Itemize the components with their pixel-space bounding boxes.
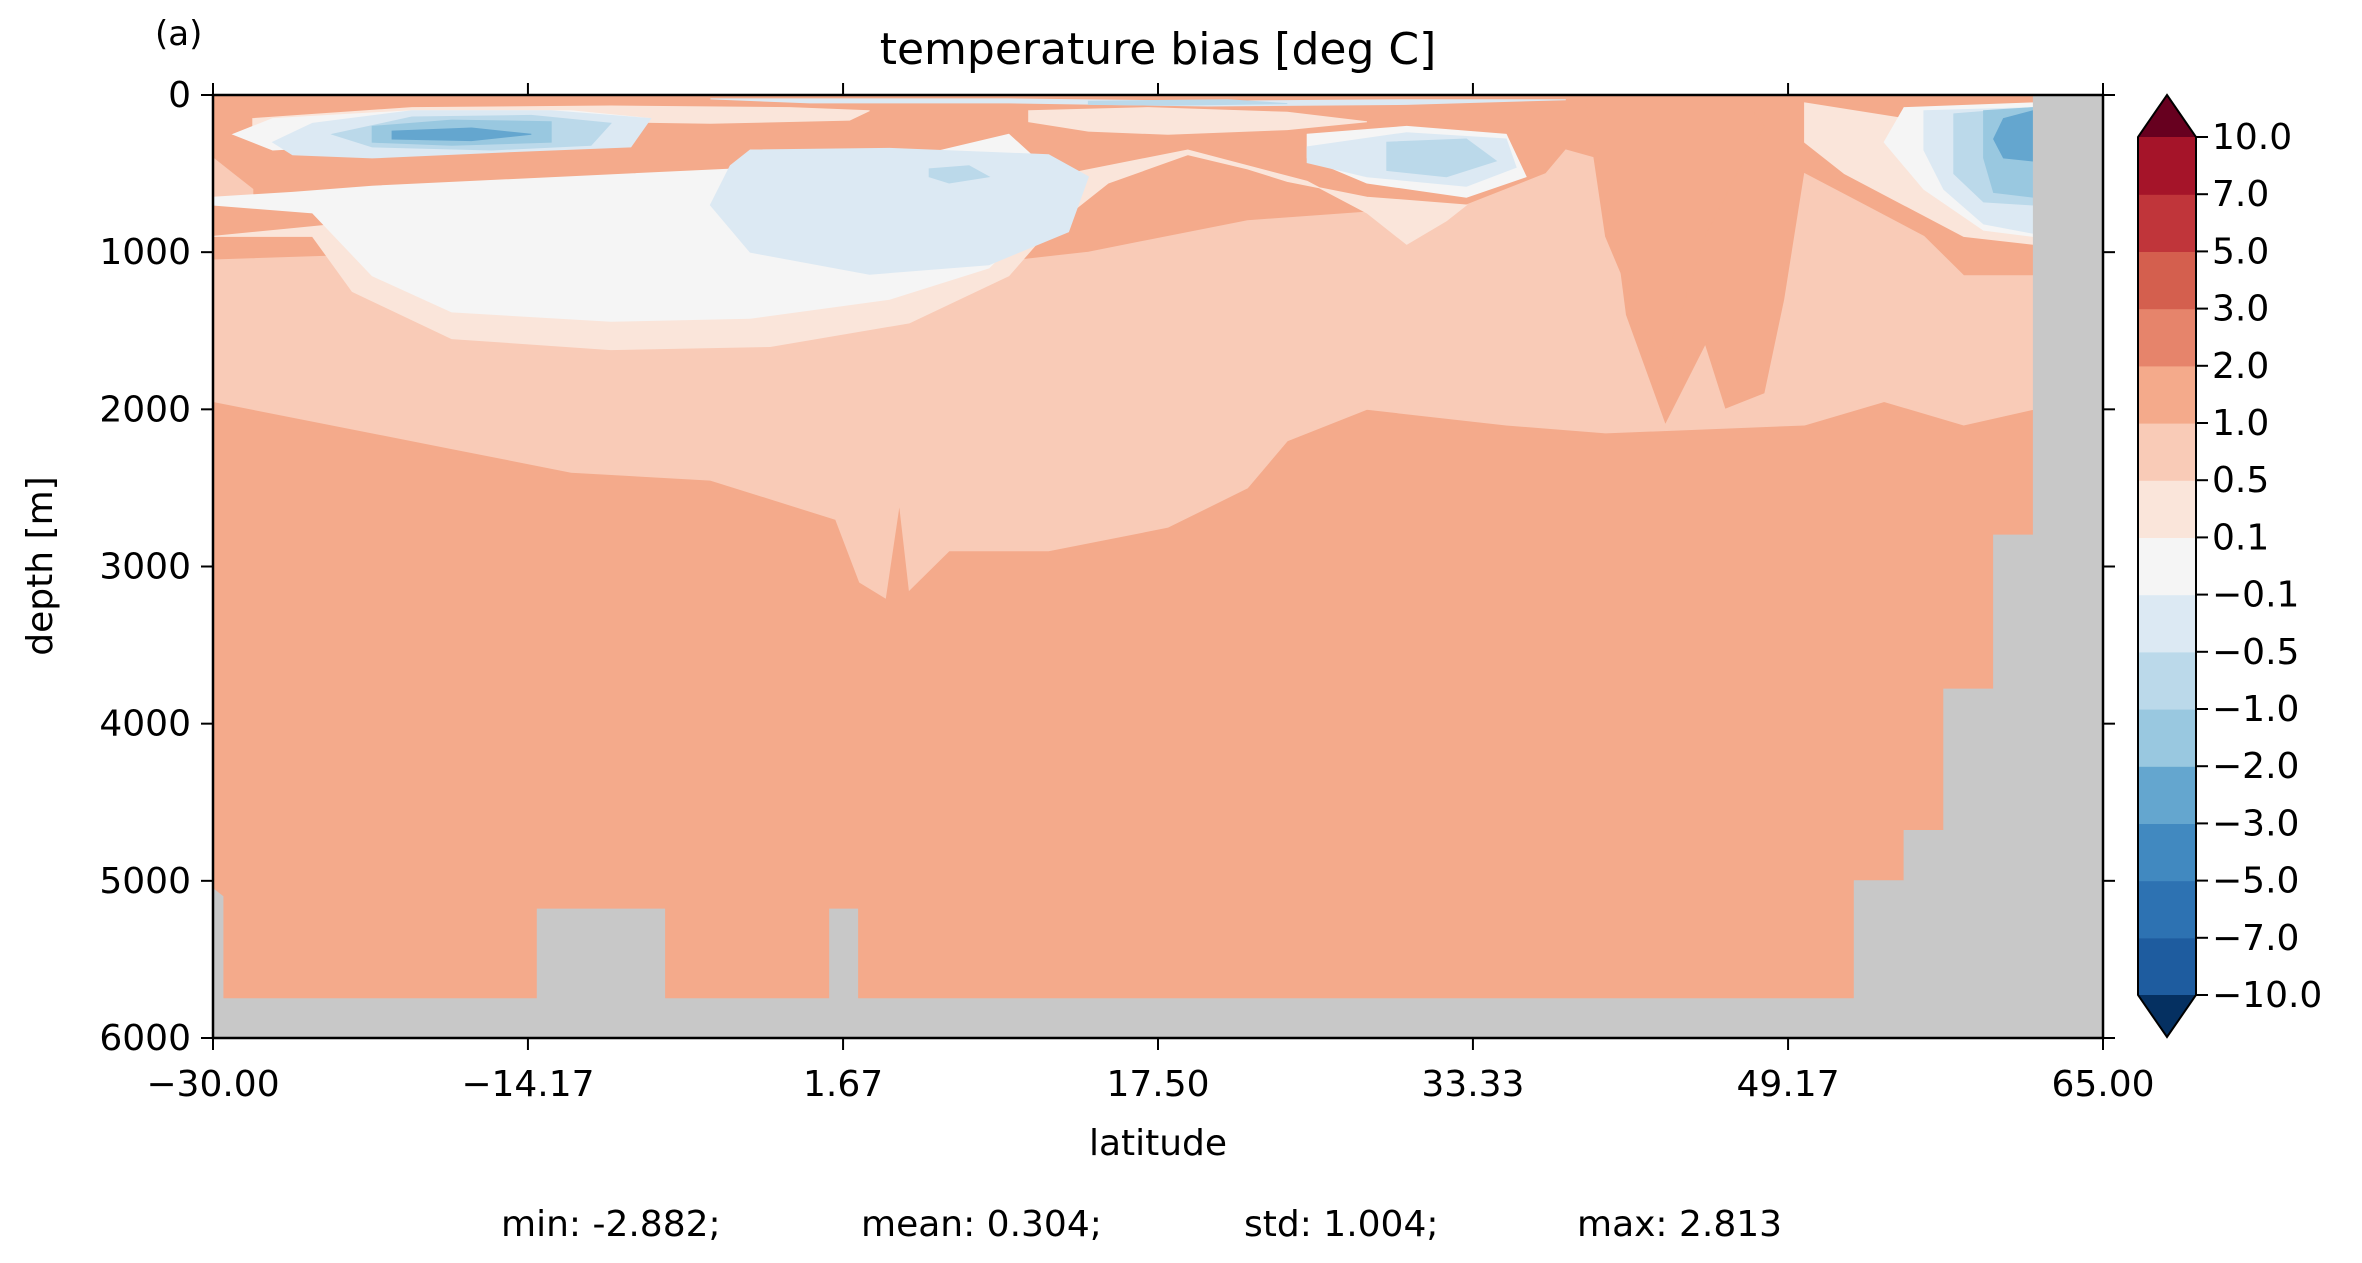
- colorbar-under-extension: [2138, 995, 2196, 1037]
- y-axis-label: depth [m]: [20, 476, 61, 655]
- colorbar-bin: [2138, 709, 2196, 767]
- colorbar-bin: [2138, 480, 2196, 538]
- colorbar-bin: [2138, 594, 2196, 653]
- x-axis: −30.00 −14.17 1.67 17.50 33.33 49.17 65.00: [146, 83, 2155, 1105]
- contour-region-26: [1585, 97, 1766, 364]
- colorbar-bin: [2138, 537, 2196, 596]
- y-axis: 0 1000 2000 3000 4000 5000 6000: [99, 75, 2115, 1059]
- colorbar-tick-label: −5.0: [2212, 861, 2299, 902]
- colorbar-bin: [2138, 823, 2196, 882]
- colorbar-bin: [2138, 137, 2196, 195]
- y-tick-label: 4000: [99, 704, 191, 745]
- plot-area: [211, 93, 2105, 1040]
- x-tick-label: 65.00: [2051, 1064, 2154, 1105]
- colorbar-tick-label: 0.1: [2212, 517, 2269, 558]
- colorbar-bin: [2138, 308, 2196, 367]
- colorbar-tick-label: −3.0: [2212, 803, 2299, 844]
- x-tick-label: −14.17: [461, 1064, 594, 1105]
- land-mask-5: [212, 998, 2104, 1039]
- y-tick-label: 5000: [99, 861, 191, 902]
- contour-region-20: [1087, 99, 1288, 106]
- colorbar-tick-label: 1.0: [2212, 403, 2269, 444]
- colorbar-bin: [2138, 365, 2196, 424]
- colorbar-bin: [2138, 880, 2196, 939]
- colorbar-bin: [2138, 651, 2196, 710]
- contour-region-5: [1028, 107, 1367, 135]
- land-mask-8: [829, 908, 859, 1000]
- y-tick-label: 2000: [99, 389, 191, 430]
- colorbar-tick-label: 0.5: [2212, 460, 2269, 501]
- land-mask-0: [2032, 94, 2104, 1039]
- colorbar-bin: [2138, 766, 2196, 824]
- land-mask-6: [212, 887, 224, 1000]
- colorbar: −10.0 −7.0 −5.0 −3.0 −2.0 −1.0 −0.5 −0.1 0.1 0.5 1…: [2137, 93, 2322, 1039]
- colorbar-tick-label: −1.0: [2212, 689, 2299, 730]
- stat-min: min: -2.882;: [501, 1204, 721, 1245]
- stats-line: min: -2.882; mean: 0.304; std: 1.004; ma…: [501, 1204, 1782, 1245]
- land-mask-7: [536, 908, 666, 1000]
- y-tick-label: 1000: [99, 232, 191, 273]
- contour-region-17: [1386, 138, 1498, 178]
- x-tick-label: 49.17: [1737, 1064, 1840, 1105]
- stat-std: std: 1.004;: [1244, 1204, 1438, 1245]
- chart-title: temperature bias [deg C]: [880, 24, 1437, 75]
- y-tick-label: 0: [168, 75, 191, 116]
- colorbar-tick-label: −0.5: [2212, 632, 2299, 673]
- y-tick-label: 3000: [99, 547, 191, 588]
- contour-region-11: [709, 147, 1090, 275]
- colorbar-tick-label: 7.0: [2212, 174, 2269, 215]
- x-axis-label: latitude: [1089, 1123, 1227, 1164]
- colorbar-bin: [2138, 194, 2196, 252]
- x-tick-label: 33.33: [1421, 1064, 1524, 1105]
- colorbar-tick-label: 10.0: [2212, 117, 2292, 158]
- x-tick-label: −30.00: [146, 1064, 279, 1105]
- colorbar-tick-label: −2.0: [2212, 746, 2299, 787]
- colorbar-tick-label: −7.0: [2212, 918, 2299, 959]
- stat-mean: mean: 0.304;: [861, 1204, 1102, 1245]
- colorbar-bin: [2138, 251, 2196, 310]
- colorbar-over-extension: [2138, 95, 2196, 137]
- colorbar-tick-label: −10.0: [2212, 975, 2322, 1016]
- contour-region-19: [928, 165, 991, 184]
- colorbar-tick-label: −0.1: [2212, 575, 2299, 616]
- colorbar-bin: [2138, 937, 2196, 996]
- colorbar-bin: [2138, 423, 2196, 481]
- contour-region-23: [391, 127, 532, 142]
- x-tick-label: 17.50: [1106, 1064, 1209, 1105]
- stat-max: max: 2.813: [1577, 1204, 1782, 1245]
- contour-regions: [212, 97, 2104, 1000]
- x-tick-label: 1.67: [803, 1064, 883, 1105]
- colorbar-tick-label: 3.0: [2212, 289, 2269, 330]
- contour-region-24: [1993, 110, 2034, 162]
- colorbar-tick-label: 2.0: [2212, 346, 2269, 387]
- land-mask: [212, 94, 2104, 1039]
- colorbar-tick-label: 5.0: [2212, 231, 2269, 272]
- y-tick-label: 6000: [99, 1018, 191, 1059]
- panel-label: (a): [155, 14, 202, 54]
